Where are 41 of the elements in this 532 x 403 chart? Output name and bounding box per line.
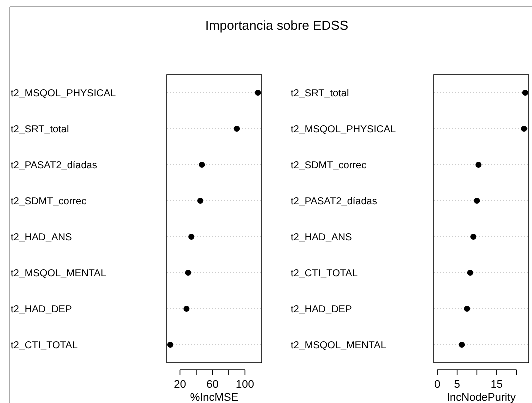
point [522,90,528,96]
x-tick-label: 60 [206,379,219,391]
chart-title: Importancia sobre EDSS [205,18,349,33]
y-tick-label: t2_MSQOL_PHYSICAL [11,88,116,100]
y-tick-label: t2_CTI_TOTAL [291,268,358,280]
y-tick-label: t2_MSQOL_MENTAL [291,340,387,352]
point [184,306,190,312]
point [188,234,195,240]
point [474,198,480,204]
point [199,162,206,168]
y-tick-label: t2_HAD_DEP [11,304,72,316]
y-tick-label: t2_HAD_ANS [11,232,72,244]
x-tick-label: 20 [174,379,186,391]
x-tick-label: 15 [490,379,504,391]
point [234,126,240,132]
y-tick-label: t2_HAD_ANS [291,232,352,244]
y-tick-label: t2_MSQOL_MENTAL [11,268,107,280]
point [467,270,474,276]
point [464,306,470,312]
y-tick-label: t2_CTI_TOTAL [11,340,78,352]
point [470,234,477,240]
point [255,90,262,96]
y-tick-label: t2_SDMT_correc [11,196,87,208]
x-axis-title: %IncMSE [190,392,239,403]
x-axis-title: IncNodePurity [446,392,517,403]
point [459,342,466,348]
point [198,198,204,204]
y-tick-label: t2_SDMT_correc [291,160,367,172]
y-tick-label: t2_SRT_total [291,88,350,100]
point [521,126,528,132]
y-tick-label: t2_PASAT2_díadas [291,196,378,208]
x-tick-label: 5 [454,379,460,391]
x-tick-label: 100 [236,379,254,391]
y-tick-label: t2_HAD_DEP [291,304,352,316]
x-tick-label: 0 [434,379,441,391]
y-tick-label: t2_SRT_total [11,124,70,136]
y-tick-label: t2_MSQOL_PHYSICAL [291,124,396,136]
point [476,162,482,168]
y-tick-label: t2_PASAT2_díadas [11,160,98,172]
point [185,270,192,276]
point [167,342,174,348]
